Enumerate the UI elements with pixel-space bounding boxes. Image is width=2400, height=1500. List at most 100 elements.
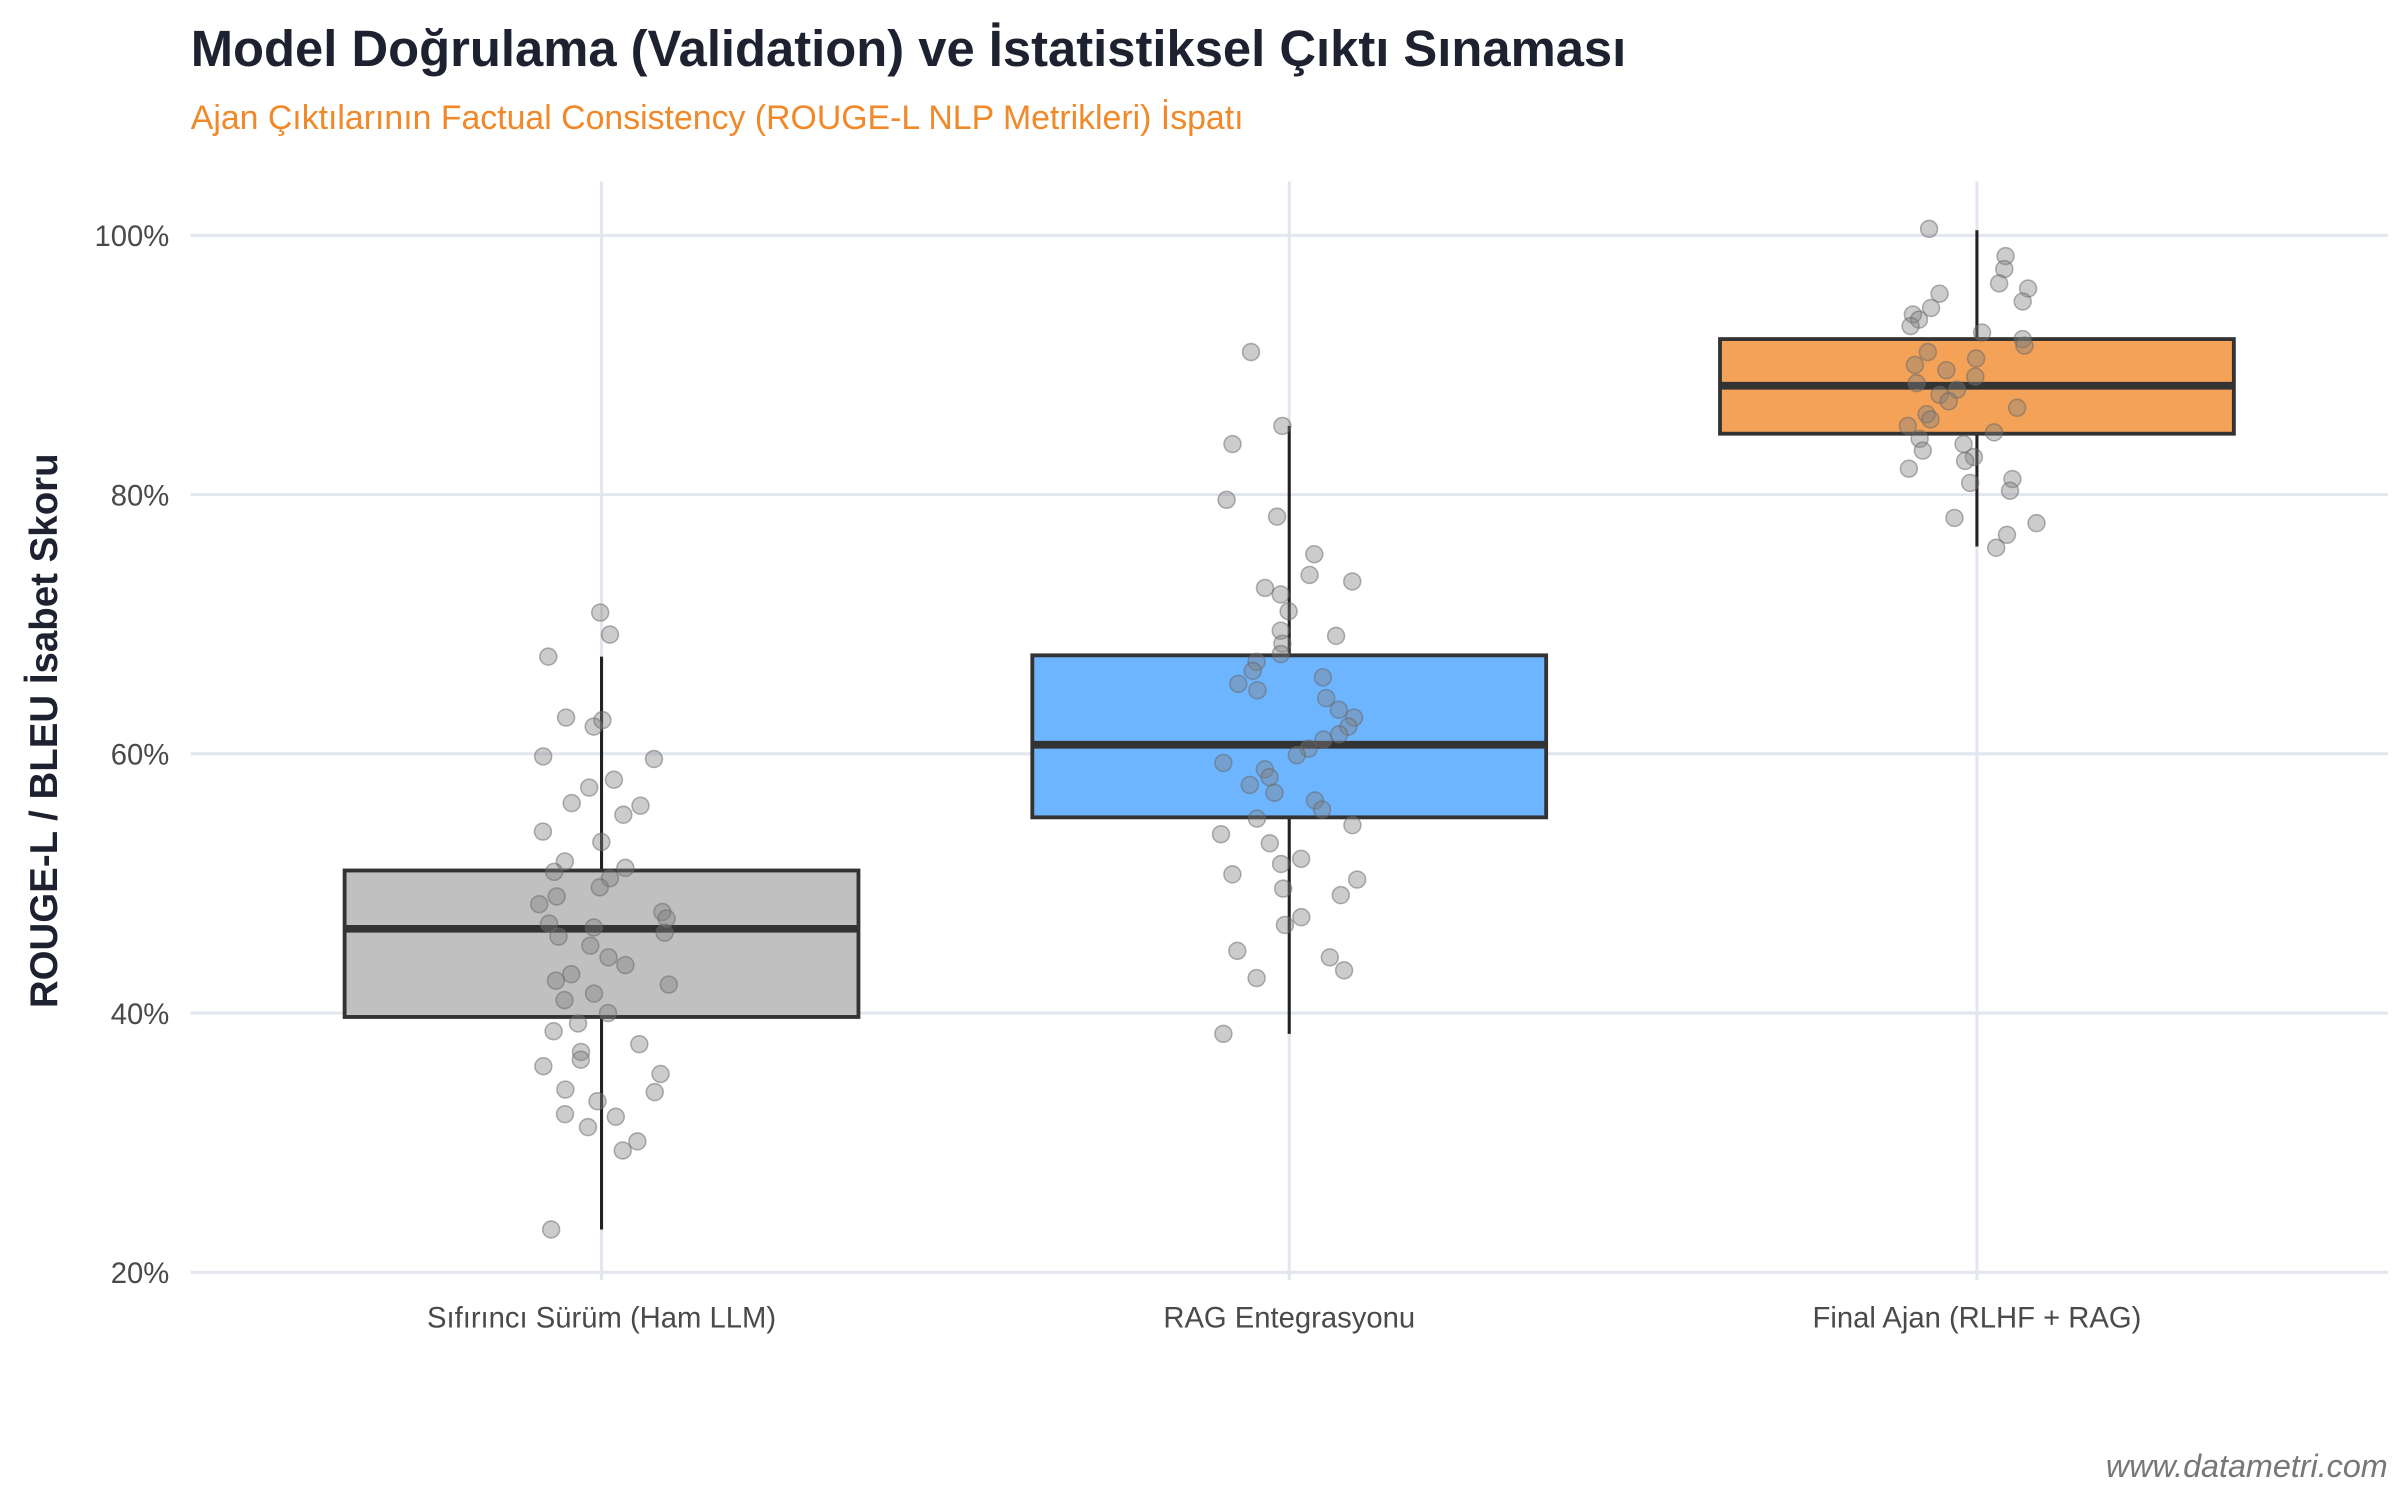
chart-title: Model Doğrulama (Validation) ve İstatist… bbox=[191, 20, 1627, 77]
data-point bbox=[604, 770, 624, 790]
data-point bbox=[606, 1107, 626, 1127]
data-point bbox=[1930, 284, 1949, 303]
data-point bbox=[1260, 834, 1280, 853]
data-point bbox=[549, 927, 568, 946]
data-point bbox=[1937, 360, 1956, 380]
data-point bbox=[1223, 434, 1242, 454]
data-point bbox=[581, 936, 600, 955]
data-point bbox=[539, 647, 558, 666]
data-point bbox=[530, 894, 549, 914]
data-point bbox=[2007, 398, 2027, 418]
data-point bbox=[1291, 849, 1311, 869]
data-point bbox=[1273, 416, 1292, 436]
data-point bbox=[1271, 854, 1291, 874]
data-point bbox=[1247, 809, 1267, 828]
data-point bbox=[1913, 441, 1933, 460]
data-point bbox=[1921, 410, 1940, 429]
data-point bbox=[1247, 652, 1266, 672]
x-tick-label: Sıfırıncı Sürüm (Ham LLM) bbox=[427, 1303, 776, 1335]
data-point bbox=[1905, 355, 1925, 375]
data-point bbox=[1939, 392, 1958, 411]
data-point bbox=[1214, 753, 1233, 773]
data-point bbox=[547, 887, 566, 906]
data-point bbox=[556, 708, 576, 727]
data-point bbox=[2013, 292, 2032, 311]
data-point bbox=[544, 862, 564, 882]
data-point bbox=[1334, 961, 1354, 980]
data-point bbox=[628, 1132, 647, 1151]
data-point bbox=[546, 971, 566, 990]
data-point bbox=[579, 778, 599, 797]
data-point bbox=[534, 1056, 553, 1076]
data-point bbox=[1273, 879, 1293, 898]
data-point bbox=[555, 990, 574, 1010]
data-point bbox=[1960, 473, 1980, 493]
data-point bbox=[1223, 865, 1242, 884]
data-point bbox=[599, 948, 618, 967]
data-point bbox=[1228, 941, 1247, 961]
data-point bbox=[1986, 538, 2006, 557]
data-point bbox=[613, 1141, 632, 1160]
data-point bbox=[600, 625, 620, 644]
data-point bbox=[571, 1050, 591, 1069]
y-axis-label: ROUGE-L / BLEU İsabet Skoru bbox=[23, 453, 66, 1008]
y-tick-label: 80% bbox=[111, 480, 169, 512]
data-point bbox=[1343, 815, 1362, 835]
data-point bbox=[541, 1220, 561, 1239]
data-point bbox=[1287, 745, 1307, 765]
data-point bbox=[544, 1021, 563, 1041]
y-axis-ticks: 20% 40% 60% 80% 100% bbox=[94, 221, 169, 1290]
data-point bbox=[1921, 298, 1941, 318]
data-point bbox=[1241, 342, 1261, 362]
data-point bbox=[1899, 459, 1919, 478]
data-point bbox=[1312, 800, 1332, 819]
data-point bbox=[1326, 626, 1346, 646]
data-point bbox=[651, 1064, 670, 1084]
x-tick-label: RAG Entegrasyonu bbox=[1163, 1303, 1415, 1335]
x-axis-ticks: Sıfırıncı Sürüm (Ham LLM) RAG Entegrasyon… bbox=[427, 1303, 2141, 1335]
data-point bbox=[1247, 968, 1266, 988]
data-point bbox=[1972, 323, 1992, 342]
data-point bbox=[556, 1080, 575, 1099]
data-point bbox=[555, 1104, 575, 1124]
data-point bbox=[1901, 316, 1920, 336]
data-point bbox=[578, 1117, 598, 1137]
caption: www.datametri.com bbox=[2106, 1448, 2388, 1484]
y-tick-label: 60% bbox=[111, 740, 169, 772]
data-point bbox=[645, 1082, 664, 1102]
data-point bbox=[562, 793, 581, 813]
data-point bbox=[1214, 1024, 1233, 1044]
data-point bbox=[1997, 525, 2017, 545]
y-tick-label: 100% bbox=[94, 221, 169, 253]
data-point bbox=[1275, 915, 1295, 935]
data-point bbox=[1964, 447, 1984, 467]
data-point bbox=[1955, 451, 1975, 471]
data-point bbox=[593, 710, 612, 730]
data-point bbox=[1966, 349, 1986, 368]
data-point bbox=[1240, 775, 1260, 795]
data-point bbox=[1260, 767, 1279, 787]
data-point bbox=[1344, 708, 1364, 727]
data-point bbox=[2015, 336, 2034, 355]
data-point bbox=[1211, 824, 1231, 844]
data-point bbox=[2003, 469, 2022, 489]
data-point bbox=[1329, 700, 1349, 720]
data-point bbox=[616, 955, 635, 975]
data-point bbox=[1945, 508, 1964, 528]
data-point bbox=[2000, 481, 2020, 500]
chart-subtitle: Ajan Çıktılarının Factual Consistency (R… bbox=[191, 99, 1244, 137]
data-point bbox=[584, 918, 604, 937]
data-point bbox=[1343, 572, 1362, 591]
data-point bbox=[1898, 416, 1918, 436]
data-point bbox=[598, 1003, 618, 1023]
data-point bbox=[1248, 681, 1267, 700]
data-point bbox=[1316, 688, 1336, 708]
data-point bbox=[631, 796, 650, 815]
data-point bbox=[1271, 585, 1290, 604]
data-point bbox=[1305, 545, 1324, 564]
y-tick-label: 40% bbox=[111, 999, 169, 1031]
box bbox=[1030, 653, 1549, 820]
data-point bbox=[1331, 885, 1351, 905]
data-point bbox=[584, 984, 604, 1003]
data-point bbox=[568, 1014, 588, 1033]
